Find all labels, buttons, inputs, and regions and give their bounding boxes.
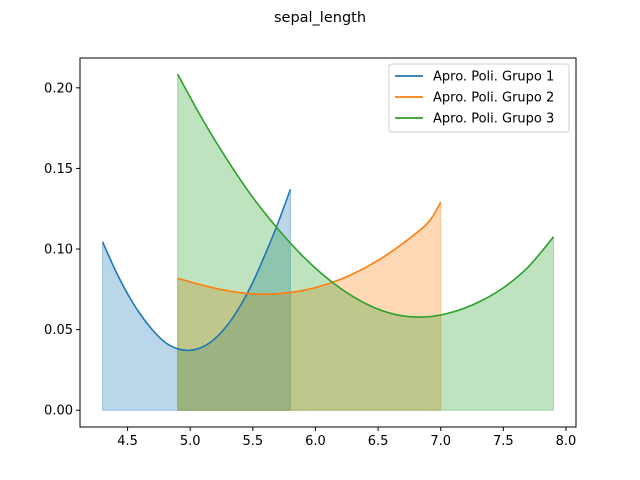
x-tick-label: 4.5 <box>117 434 138 449</box>
axes-frame <box>79 57 577 428</box>
y-tick-label: 0.05 <box>44 323 73 338</box>
lines-layer <box>101 73 555 352</box>
series-3-line <box>176 73 555 318</box>
series-2-line <box>177 201 442 295</box>
x-tick-label: 7.5 <box>493 434 514 449</box>
series-1-line <box>101 189 292 352</box>
legend-box <box>388 63 570 133</box>
y-tick-label: 0.20 <box>44 81 73 96</box>
legend-label: Apro. Poli. Grupo 3 <box>433 112 554 127</box>
x-tick-label: 5.5 <box>243 434 264 449</box>
y-tick-label: 0.00 <box>44 404 73 419</box>
y-tick-label: 0.15 <box>44 162 73 177</box>
x-tick-label: 6.5 <box>368 434 389 449</box>
x-axis: 4.5 5.0 5.5 6.0 6.5 7.0 7.5 8.0 <box>117 427 576 449</box>
x-tick-label: 7.0 <box>430 434 451 449</box>
y-axis: 0.00 0.05 0.10 0.15 0.20 <box>44 81 80 419</box>
x-tick-label: 5.0 <box>180 434 201 449</box>
legend-label: Apro. Poli. Grupo 1 <box>433 70 554 85</box>
x-tick-label: 6.0 <box>305 434 326 449</box>
legend-label: Apro. Poli. Grupo 2 <box>433 91 554 106</box>
x-tick-label: 8.0 <box>556 434 577 449</box>
y-tick-label: 0.10 <box>44 243 73 258</box>
chart-title: sepal_length <box>274 10 366 26</box>
legend: Apro. Poli. Grupo 1 Apro. Poli. Grupo 2 Ap… <box>388 63 570 133</box>
